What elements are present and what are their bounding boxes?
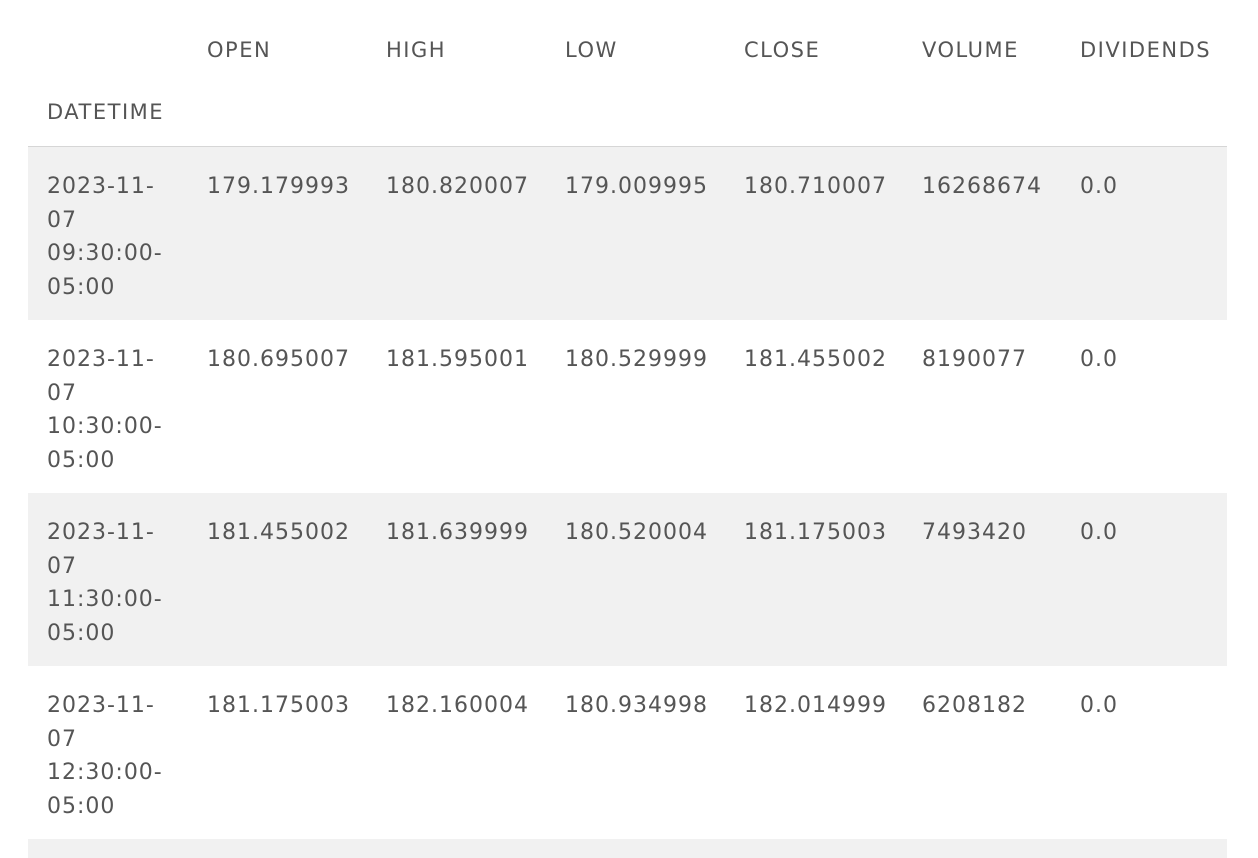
dividends-cell: 0.0 xyxy=(1080,520,1118,545)
close-cell: 180.710007 xyxy=(744,174,887,199)
column-header-row: OPEN HIGH LOW CLOSE VOLUME DIVIDENDS xyxy=(28,0,1227,100)
column-header-blank xyxy=(28,0,188,100)
dividends-cell: 0.0 xyxy=(1080,174,1118,199)
column-header-low: LOW xyxy=(565,38,618,62)
close-cell: 181.455002 xyxy=(744,347,887,372)
dividends-cell: 0.0 xyxy=(1080,347,1118,372)
table-row-partial xyxy=(28,839,1227,858)
close-cell: 182.014999 xyxy=(744,693,887,718)
ohlc-table: OPEN HIGH LOW CLOSE VOLUME DIVIDENDS DAT… xyxy=(28,0,1227,858)
column-header-close: CLOSE xyxy=(744,38,821,62)
volume-cell: 7493420 xyxy=(922,520,1027,545)
column-header-high: HIGH xyxy=(386,38,447,62)
open-cell: 180.695007 xyxy=(207,347,350,372)
datetime-cell: 2023-11- 07 09:30:00- 05:00 xyxy=(47,174,163,300)
close-cell: 181.175003 xyxy=(744,520,887,545)
column-header-volume: VOLUME xyxy=(922,38,1019,62)
table-row: 2023-11- 07 09:30:00- 05:00 179.179993 180.… xyxy=(28,146,1227,320)
low-cell: 180.934998 xyxy=(565,693,708,718)
high-cell: 180.820007 xyxy=(386,174,529,199)
low-cell: 179.009995 xyxy=(565,174,708,199)
low-cell: 180.520004 xyxy=(565,520,708,545)
open-cell: 181.175003 xyxy=(207,693,350,718)
table-row: 2023-11- 07 12:30:00- 05:00 181.175003 182.… xyxy=(28,666,1227,839)
datetime-cell: 2023-11- 07 11:30:00- 05:00 xyxy=(47,520,163,646)
low-cell: 180.529999 xyxy=(565,347,708,372)
table-row: 2023-11- 07 11:30:00- 05:00 181.455002 181.… xyxy=(28,493,1227,666)
open-cell: 179.179993 xyxy=(207,174,350,199)
index-header-row: DATETIME xyxy=(28,100,1227,147)
table-row: 2023-11- 07 10:30:00- 05:00 180.695007 181.… xyxy=(28,320,1227,493)
high-cell: 181.639999 xyxy=(386,520,529,545)
volume-cell: 6208182 xyxy=(922,693,1027,718)
index-header-datetime: DATETIME xyxy=(47,100,165,124)
dividends-cell: 0.0 xyxy=(1080,693,1118,718)
high-cell: 181.595001 xyxy=(386,347,529,372)
high-cell: 182.160004 xyxy=(386,693,529,718)
datetime-cell: 2023-11- 07 12:30:00- 05:00 xyxy=(47,693,163,819)
open-cell: 181.455002 xyxy=(207,520,350,545)
column-header-dividends: DIVIDENDS xyxy=(1080,38,1212,62)
volume-cell: 16268674 xyxy=(922,174,1042,199)
datetime-cell: 2023-11- 07 10:30:00- 05:00 xyxy=(47,347,163,473)
column-header-open: OPEN xyxy=(207,38,272,62)
volume-cell: 8190077 xyxy=(922,347,1027,372)
